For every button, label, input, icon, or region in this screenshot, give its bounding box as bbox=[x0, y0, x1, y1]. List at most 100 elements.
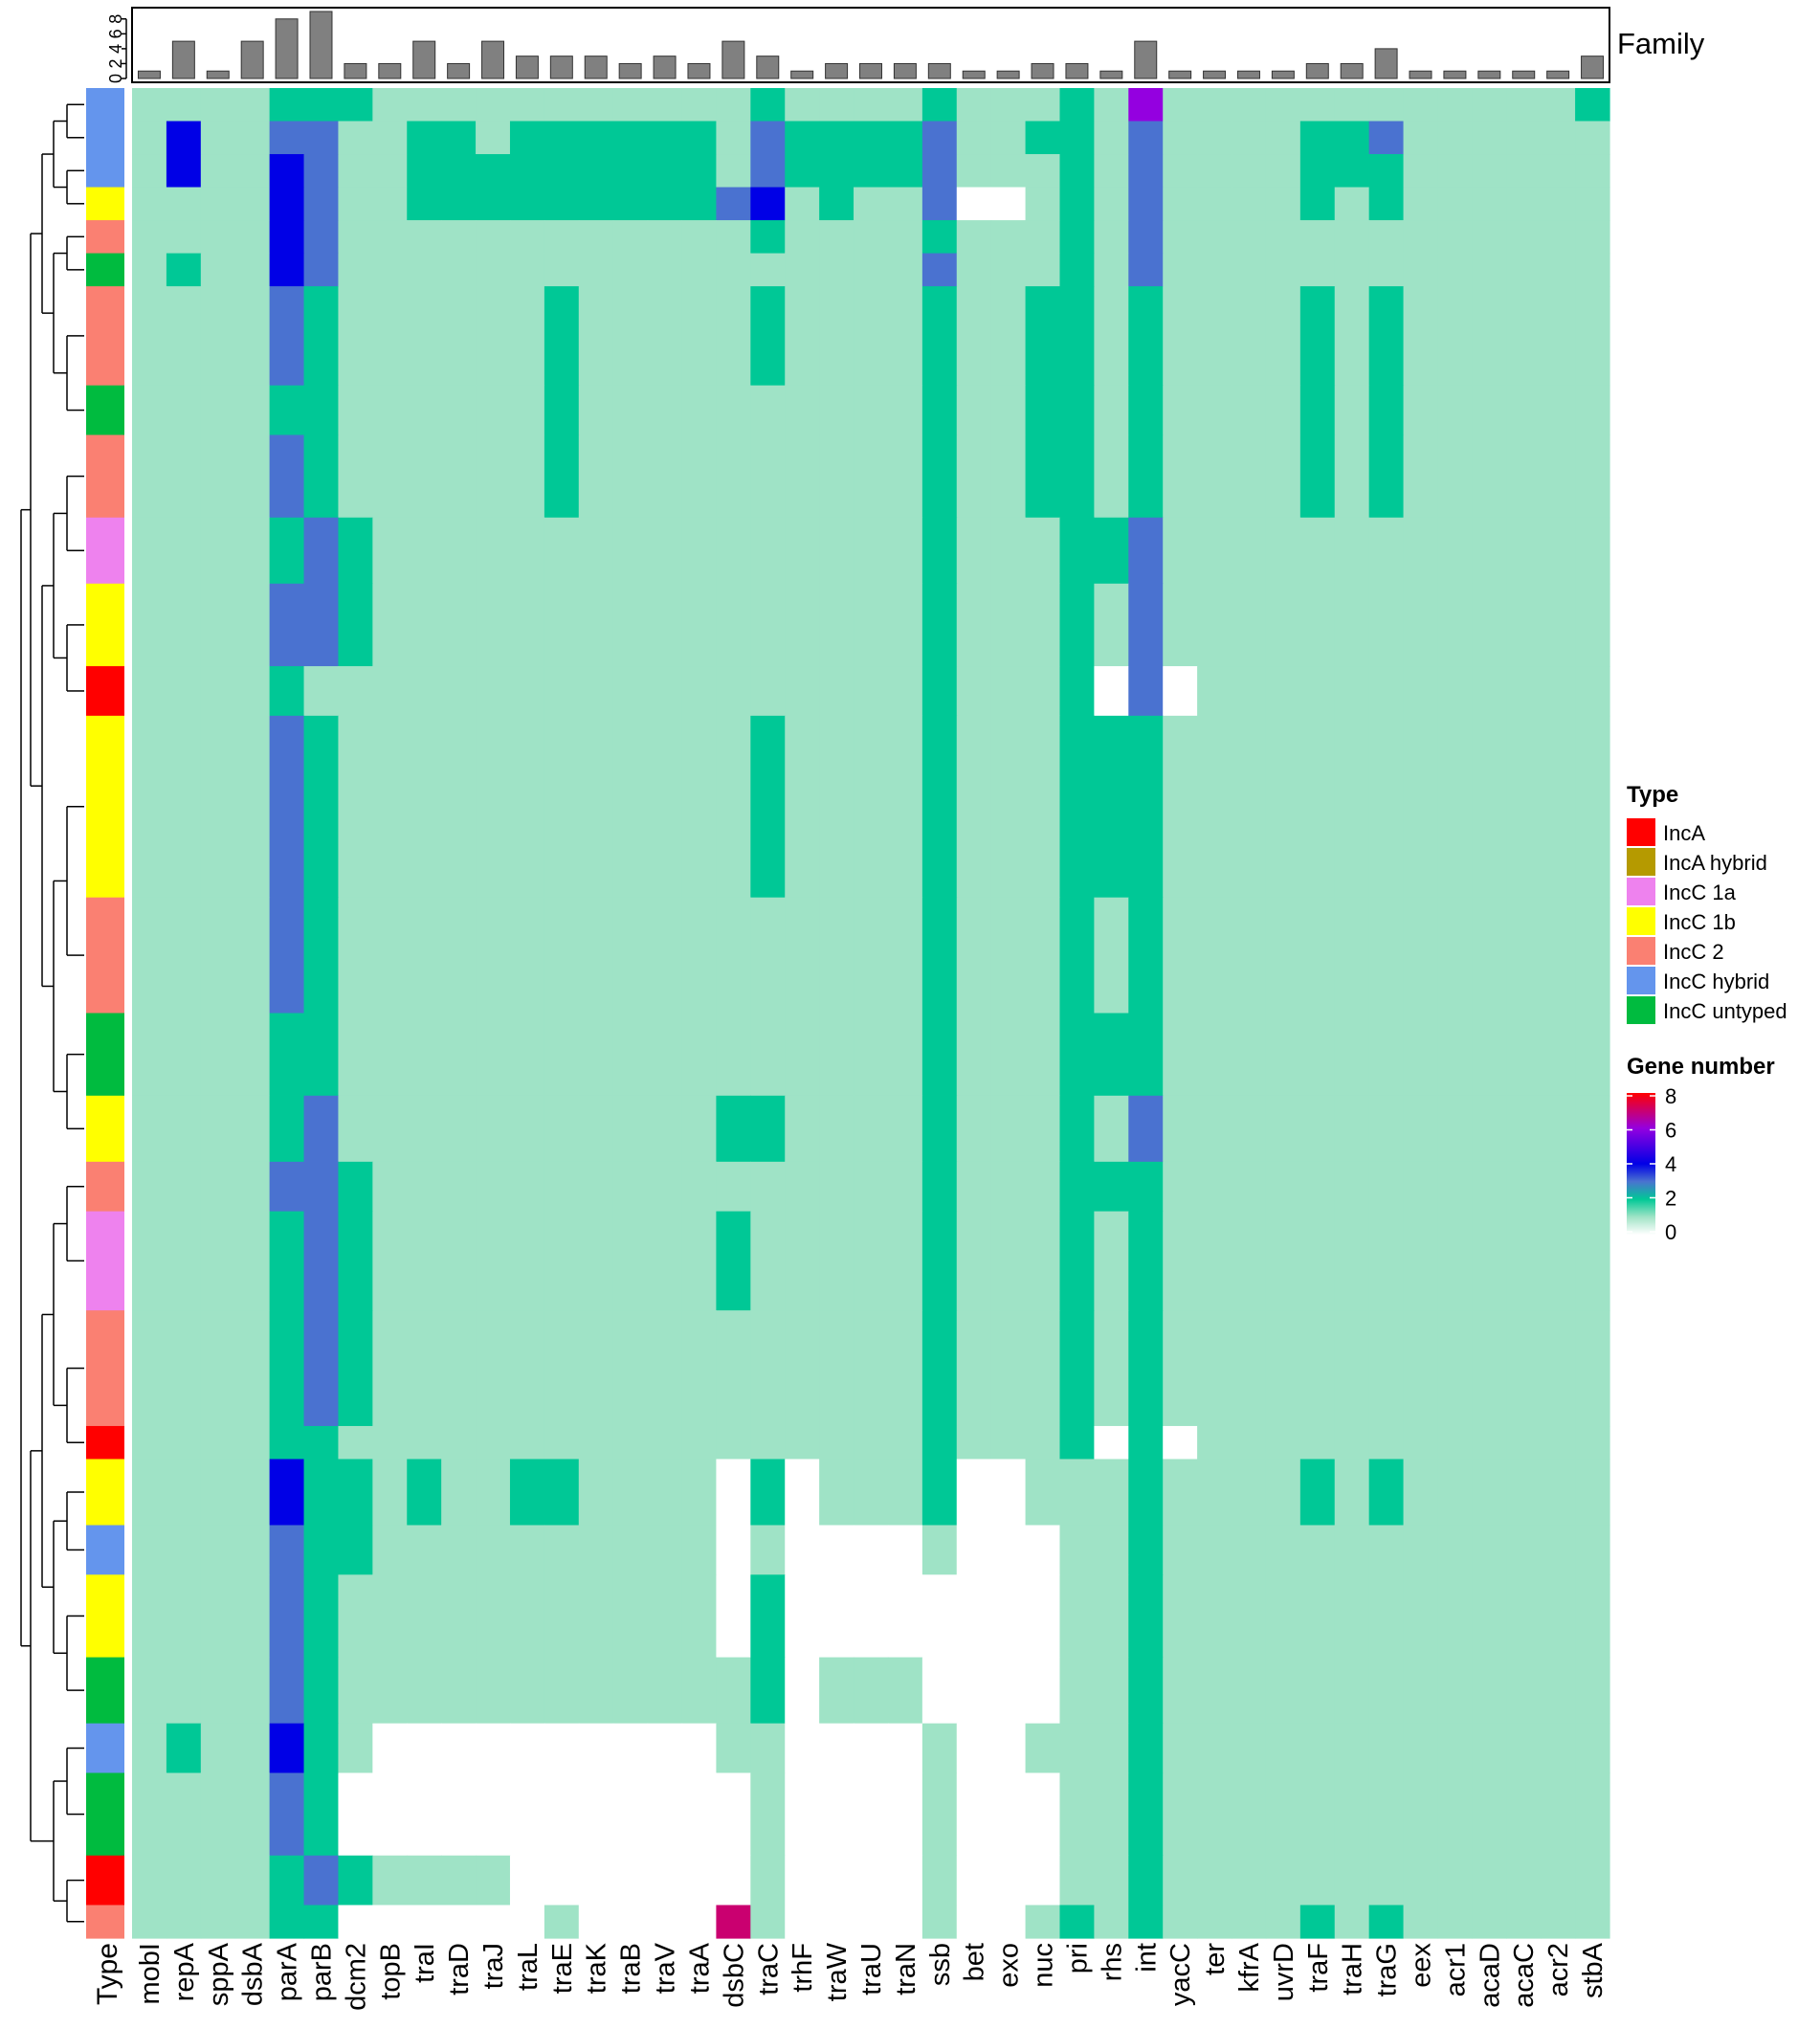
heatmap-cell bbox=[1437, 715, 1473, 899]
heatmap-cell bbox=[234, 286, 271, 387]
heatmap-cell bbox=[1163, 1459, 1198, 1527]
heatmap-cell bbox=[1403, 1310, 1439, 1427]
heatmap-cell bbox=[1128, 1855, 1164, 1906]
heatmap-cell bbox=[819, 1459, 855, 1527]
heatmap-cell bbox=[372, 1425, 408, 1460]
heatmap-cell bbox=[785, 897, 820, 1014]
heatmap-cell bbox=[990, 583, 1027, 667]
heatmap-cell bbox=[1059, 385, 1095, 436]
heatmap-cell bbox=[1094, 1013, 1129, 1097]
heatmap-cell bbox=[1265, 253, 1301, 287]
heatmap-cell bbox=[1334, 1211, 1370, 1311]
heatmap-cell bbox=[1197, 715, 1232, 899]
heatmap-cell bbox=[956, 1425, 992, 1460]
heatmap-cell bbox=[200, 583, 236, 667]
heatmap-cell bbox=[1437, 1211, 1473, 1311]
heatmap-cell bbox=[750, 1013, 786, 1097]
heatmap-cell bbox=[1128, 1211, 1164, 1311]
heatmap-cell bbox=[509, 154, 545, 189]
heatmap-cell bbox=[681, 1723, 718, 1774]
heatmap-cell bbox=[1232, 1161, 1267, 1213]
heatmap-cell bbox=[1094, 1723, 1129, 1774]
heatmap-cell bbox=[819, 517, 855, 585]
heatmap-cell bbox=[1575, 1459, 1610, 1527]
heatmap-cell bbox=[1541, 1310, 1576, 1427]
heatmap-cell bbox=[921, 666, 958, 717]
column-label-traV: traV bbox=[651, 1942, 681, 1994]
heatmap-cell bbox=[1059, 1211, 1095, 1311]
heatmap-cell bbox=[1265, 187, 1301, 221]
heatmap-cell bbox=[338, 715, 373, 899]
heatmap-cell bbox=[1541, 187, 1576, 221]
heatmap-cell bbox=[1472, 1095, 1507, 1163]
heatmap-cell bbox=[1025, 220, 1061, 255]
heatmap-cell bbox=[166, 715, 202, 899]
heatmap-cell bbox=[1299, 897, 1336, 1014]
heatmap-cell bbox=[1025, 1095, 1061, 1163]
heatmap-cell bbox=[1059, 715, 1095, 899]
column-label-dsbA: dsbA bbox=[238, 1942, 269, 2006]
heatmap-cell bbox=[166, 1459, 202, 1527]
heatmap-cell bbox=[1437, 1525, 1473, 1575]
heatmap-cell bbox=[819, 1905, 855, 1939]
heatmap-cell bbox=[750, 154, 786, 189]
heatmap-cell bbox=[647, 385, 683, 436]
heatmap-cell bbox=[441, 1773, 477, 1857]
heatmap-cell bbox=[785, 666, 820, 717]
heatmap-cell bbox=[750, 1459, 786, 1527]
heatmap-cell bbox=[1197, 1013, 1232, 1097]
heatmap-cell bbox=[785, 1855, 820, 1906]
heatmap-cell bbox=[1437, 1723, 1473, 1774]
heatmap-cell bbox=[1472, 1211, 1507, 1311]
heatmap-cell bbox=[1575, 1095, 1610, 1163]
heatmap-cell bbox=[166, 1855, 202, 1906]
heatmap-cell bbox=[1506, 1161, 1542, 1213]
heatmap-cell bbox=[1506, 385, 1542, 436]
heatmap-cell bbox=[921, 1525, 958, 1575]
heatmap-cell bbox=[441, 666, 477, 717]
heatmap-cell bbox=[200, 154, 236, 189]
heatmap-cell bbox=[1541, 154, 1576, 189]
heatmap-cell bbox=[1025, 666, 1061, 717]
column-label-dcm2: dcm2 bbox=[341, 1943, 371, 2011]
heatmap-cell bbox=[1163, 897, 1198, 1014]
heatmap-cell bbox=[716, 187, 751, 221]
heatmap-cell bbox=[1575, 666, 1610, 717]
heatmap-cell bbox=[1541, 121, 1576, 155]
heatmap-cell bbox=[544, 1161, 580, 1213]
heatmap-cell bbox=[785, 88, 820, 123]
heatmap-cell bbox=[407, 1211, 442, 1311]
heatmap-cell bbox=[476, 253, 511, 287]
heatmap-cell bbox=[1232, 666, 1267, 717]
heatmap-cell bbox=[990, 1905, 1027, 1939]
family-tick-label: 2 bbox=[106, 58, 125, 68]
heatmap-cell bbox=[1299, 286, 1336, 387]
heatmap-cell bbox=[476, 1310, 511, 1427]
type-cell-24 bbox=[86, 1723, 124, 1774]
heatmap-cell bbox=[132, 583, 167, 667]
column-label-kfrA: kfrA bbox=[1234, 1942, 1265, 1992]
heatmap-cell bbox=[1437, 583, 1473, 667]
heatmap-cell bbox=[269, 1773, 305, 1857]
heatmap-cell bbox=[1128, 715, 1164, 899]
heatmap-cell bbox=[1094, 253, 1129, 287]
heatmap-cell bbox=[578, 88, 614, 123]
heatmap-cell bbox=[819, 1310, 855, 1427]
heatmap-cell bbox=[1437, 121, 1473, 155]
heatmap-cell bbox=[338, 583, 373, 667]
heatmap-cell bbox=[1506, 220, 1542, 255]
heatmap-cell bbox=[1575, 1161, 1610, 1213]
column-label-traL: traL bbox=[513, 1943, 544, 1991]
column-label-rhs: rhs bbox=[1097, 1943, 1127, 1981]
heatmap-cell bbox=[303, 253, 340, 287]
heatmap-cell bbox=[269, 1459, 305, 1527]
heatmap-cell bbox=[1059, 1723, 1095, 1774]
heatmap-cell bbox=[1197, 435, 1232, 519]
heatmap-cell bbox=[1368, 1905, 1405, 1939]
heatmap-cell bbox=[303, 1095, 340, 1163]
heatmap-cell bbox=[407, 1723, 442, 1774]
heatmap-cell bbox=[681, 583, 718, 667]
heatmap-cell bbox=[716, 1095, 751, 1163]
heatmap-cell bbox=[956, 1161, 992, 1213]
heatmap-cell bbox=[1059, 154, 1095, 189]
